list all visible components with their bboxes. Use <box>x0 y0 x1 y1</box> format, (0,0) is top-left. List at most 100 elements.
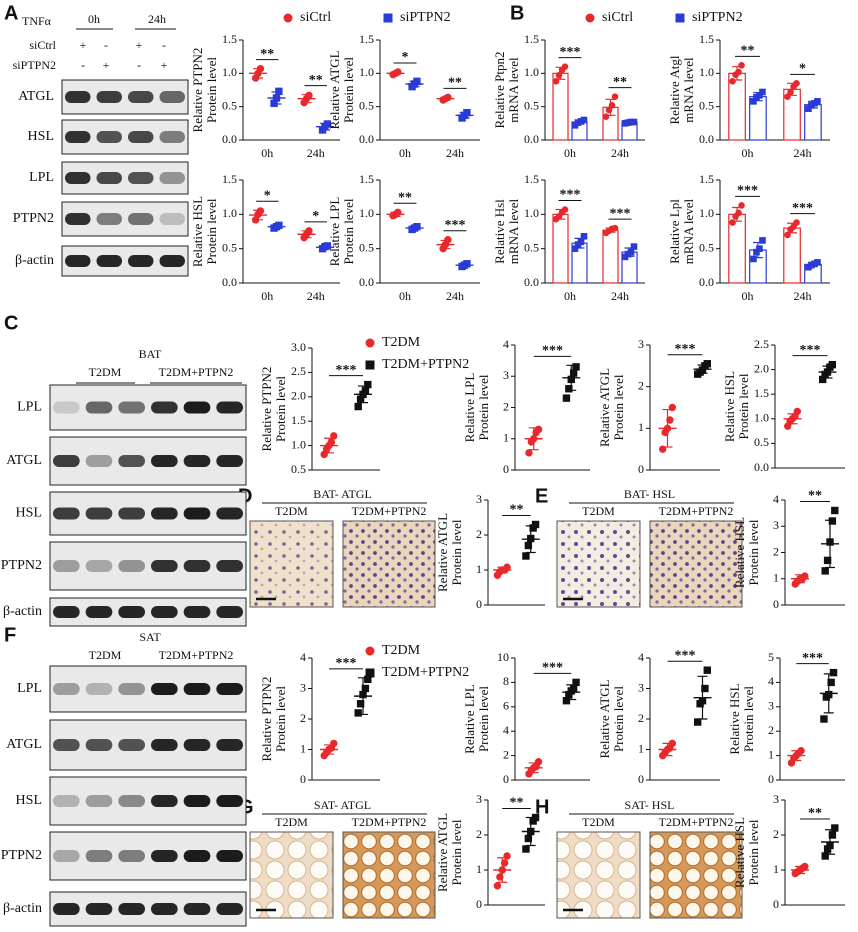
blot-band <box>65 172 91 184</box>
error-bar <box>787 82 798 96</box>
blot-band <box>118 401 145 414</box>
y-tick-label: 1 <box>773 571 779 585</box>
y-tick-label: 0 <box>773 897 779 911</box>
y-tick-label: 2 <box>300 711 306 725</box>
group-label: T2DM <box>89 365 122 379</box>
y-tick-label: 4 <box>768 674 774 688</box>
group-label: T2DM <box>582 504 615 518</box>
stain-image <box>649 831 743 919</box>
y-axis-label: Protein level <box>273 686 288 752</box>
stain-image <box>556 831 641 919</box>
sig-label: *** <box>800 343 821 358</box>
blot-band <box>96 131 122 143</box>
error-bar <box>574 119 585 125</box>
error-bar <box>787 222 798 234</box>
blot-band <box>96 255 122 267</box>
y-tick-label: 4 <box>773 492 779 506</box>
blot-band <box>53 401 80 414</box>
protein-label: HSL <box>16 793 42 808</box>
error-bar <box>825 829 835 855</box>
data-point <box>364 380 372 389</box>
legend-marker <box>365 646 375 656</box>
error-bar <box>555 208 566 220</box>
error-bar <box>358 385 368 404</box>
blot-band <box>85 560 113 572</box>
blot-band <box>216 507 243 520</box>
data-point <box>354 709 362 717</box>
y-tick-label: 0.0 <box>359 132 374 146</box>
data-point <box>829 668 838 677</box>
y-axis-label: Relative ATGL <box>597 368 612 447</box>
protein-label: HSL <box>16 506 42 521</box>
y-tick-label: 0.5 <box>359 240 374 254</box>
x-tick-label: 24h <box>611 146 629 160</box>
blot-band <box>128 213 154 225</box>
y-axis-label: Protein level <box>746 519 761 585</box>
panel-label: H <box>535 796 549 818</box>
data-point <box>701 684 709 693</box>
blot-frame <box>49 891 247 927</box>
y-axis-label: Protein level <box>273 376 288 442</box>
blot-band <box>216 850 243 862</box>
blot-band <box>53 795 80 807</box>
data-point <box>356 700 365 708</box>
stain-image <box>556 520 641 608</box>
blot-band <box>159 131 185 143</box>
blot-band <box>183 795 211 807</box>
y-tick-label: 3 <box>768 699 774 713</box>
y-tick-label: 0 <box>300 772 306 786</box>
error-bar <box>807 261 818 268</box>
error-bar <box>528 427 539 451</box>
y-tick-label: 1.5 <box>291 413 306 427</box>
data-point <box>750 255 757 263</box>
y-axis-label: Relative PTPN2 <box>190 48 205 133</box>
protein-label: β-actin <box>15 253 54 268</box>
data-point <box>524 834 533 843</box>
y-tick-label: 1.5 <box>359 32 374 46</box>
sig-label: *** <box>445 218 466 233</box>
data-point <box>361 684 370 693</box>
data-point <box>534 425 543 434</box>
y-axis-label: Relative LPL <box>462 684 477 754</box>
sig-label: * <box>402 50 409 65</box>
sign: + <box>161 58 168 72</box>
error-bar <box>459 263 470 268</box>
y-tick-label: 5 <box>768 650 774 664</box>
y-tick-label: 0.0 <box>222 132 237 146</box>
error-bar <box>319 245 330 250</box>
y-tick-label: 4 <box>300 650 306 664</box>
data-point <box>256 207 265 215</box>
data-point <box>831 824 839 832</box>
data-point <box>823 556 832 565</box>
sig-label: ** <box>808 806 822 821</box>
sign: - <box>81 58 85 72</box>
error-bar <box>390 211 401 217</box>
data-point <box>611 93 619 100</box>
group-label: T2DM <box>89 648 122 662</box>
group-label: T2DM+PTPN2 <box>159 365 234 379</box>
blot-band <box>159 255 185 267</box>
data-point <box>666 416 674 424</box>
data-point <box>534 758 543 766</box>
protein-label: ATGL <box>6 453 42 468</box>
y-axis-label: Protein level <box>611 686 626 752</box>
data-point <box>703 360 711 368</box>
y-axis-label: Relative HSL <box>727 683 742 754</box>
blot-band <box>183 739 211 751</box>
x-tick-label: 0h <box>399 289 411 303</box>
y-axis-label: Relative Ptpn2 <box>492 52 507 129</box>
blot-band <box>183 401 211 414</box>
y-tick-label: 1 <box>503 431 509 445</box>
y-axis-label: mRNA level <box>506 57 521 123</box>
y-tick-label: 3 <box>638 337 644 351</box>
protein-label: LPL <box>17 400 42 415</box>
blot-band <box>183 507 211 520</box>
error-bar <box>732 206 743 222</box>
y-tick-label: 1 <box>768 747 774 761</box>
stain-image <box>249 520 334 608</box>
sig-label: ** <box>741 44 755 59</box>
stain-image <box>249 831 334 919</box>
error-bar <box>825 519 835 569</box>
sign: - <box>162 38 166 52</box>
y-axis-label: Relative ATGL <box>435 813 450 892</box>
